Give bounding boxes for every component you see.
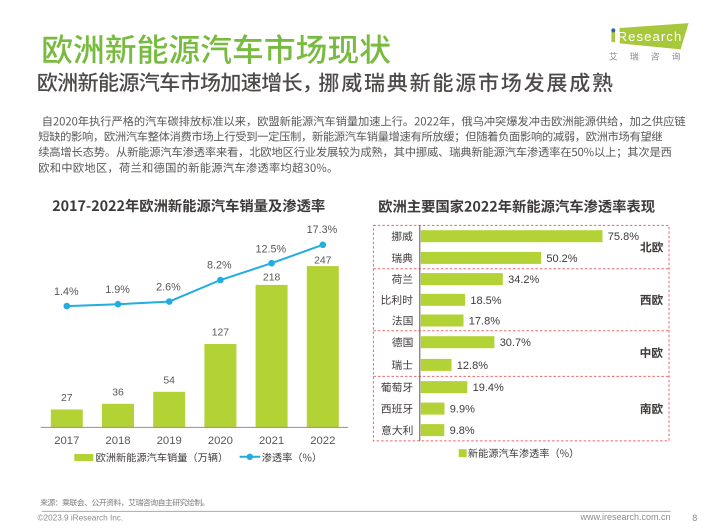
svg-text:19.4%: 19.4% (473, 382, 504, 394)
svg-text:2020: 2020 (208, 435, 233, 447)
svg-text:www.iresearch.com.cn: www.iresearch.com.cn (579, 512, 670, 522)
svg-text:8.2%: 8.2% (207, 259, 232, 271)
svg-text:75.8%: 75.8% (608, 231, 639, 243)
svg-text:8: 8 (692, 513, 697, 523)
svg-text:34.2%: 34.2% (508, 274, 539, 286)
svg-text:17.3%: 17.3% (307, 224, 338, 236)
svg-text:12.8%: 12.8% (457, 360, 488, 372)
svg-text:30.7%: 30.7% (500, 337, 531, 349)
svg-text:2021: 2021 (259, 435, 284, 447)
svg-text:247: 247 (314, 255, 332, 266)
svg-text:17.8%: 17.8% (469, 316, 500, 328)
svg-text:1.9%: 1.9% (105, 284, 130, 296)
svg-text:2018: 2018 (105, 435, 130, 447)
svg-text:2022: 2022 (310, 435, 335, 447)
svg-text:1.4%: 1.4% (54, 286, 79, 298)
svg-text:127: 127 (212, 327, 230, 338)
svg-text:9.8%: 9.8% (450, 425, 475, 437)
svg-text:18.5%: 18.5% (470, 295, 501, 307)
svg-text:50.2%: 50.2% (546, 253, 577, 265)
svg-text:2.6%: 2.6% (156, 282, 181, 294)
svg-text:2019: 2019 (157, 435, 182, 447)
svg-text:54: 54 (163, 376, 175, 387)
svg-text:2017: 2017 (54, 435, 79, 447)
svg-text:Research: Research (618, 29, 683, 44)
svg-text:36: 36 (112, 387, 124, 398)
svg-text:9.9%: 9.9% (450, 404, 475, 416)
svg-text:27: 27 (61, 393, 73, 404)
svg-text:©2023.9 iResearch Inc.: ©2023.9 iResearch Inc. (38, 513, 124, 522)
svg-text:12.5%: 12.5% (255, 243, 286, 255)
svg-text:218: 218 (263, 272, 281, 283)
